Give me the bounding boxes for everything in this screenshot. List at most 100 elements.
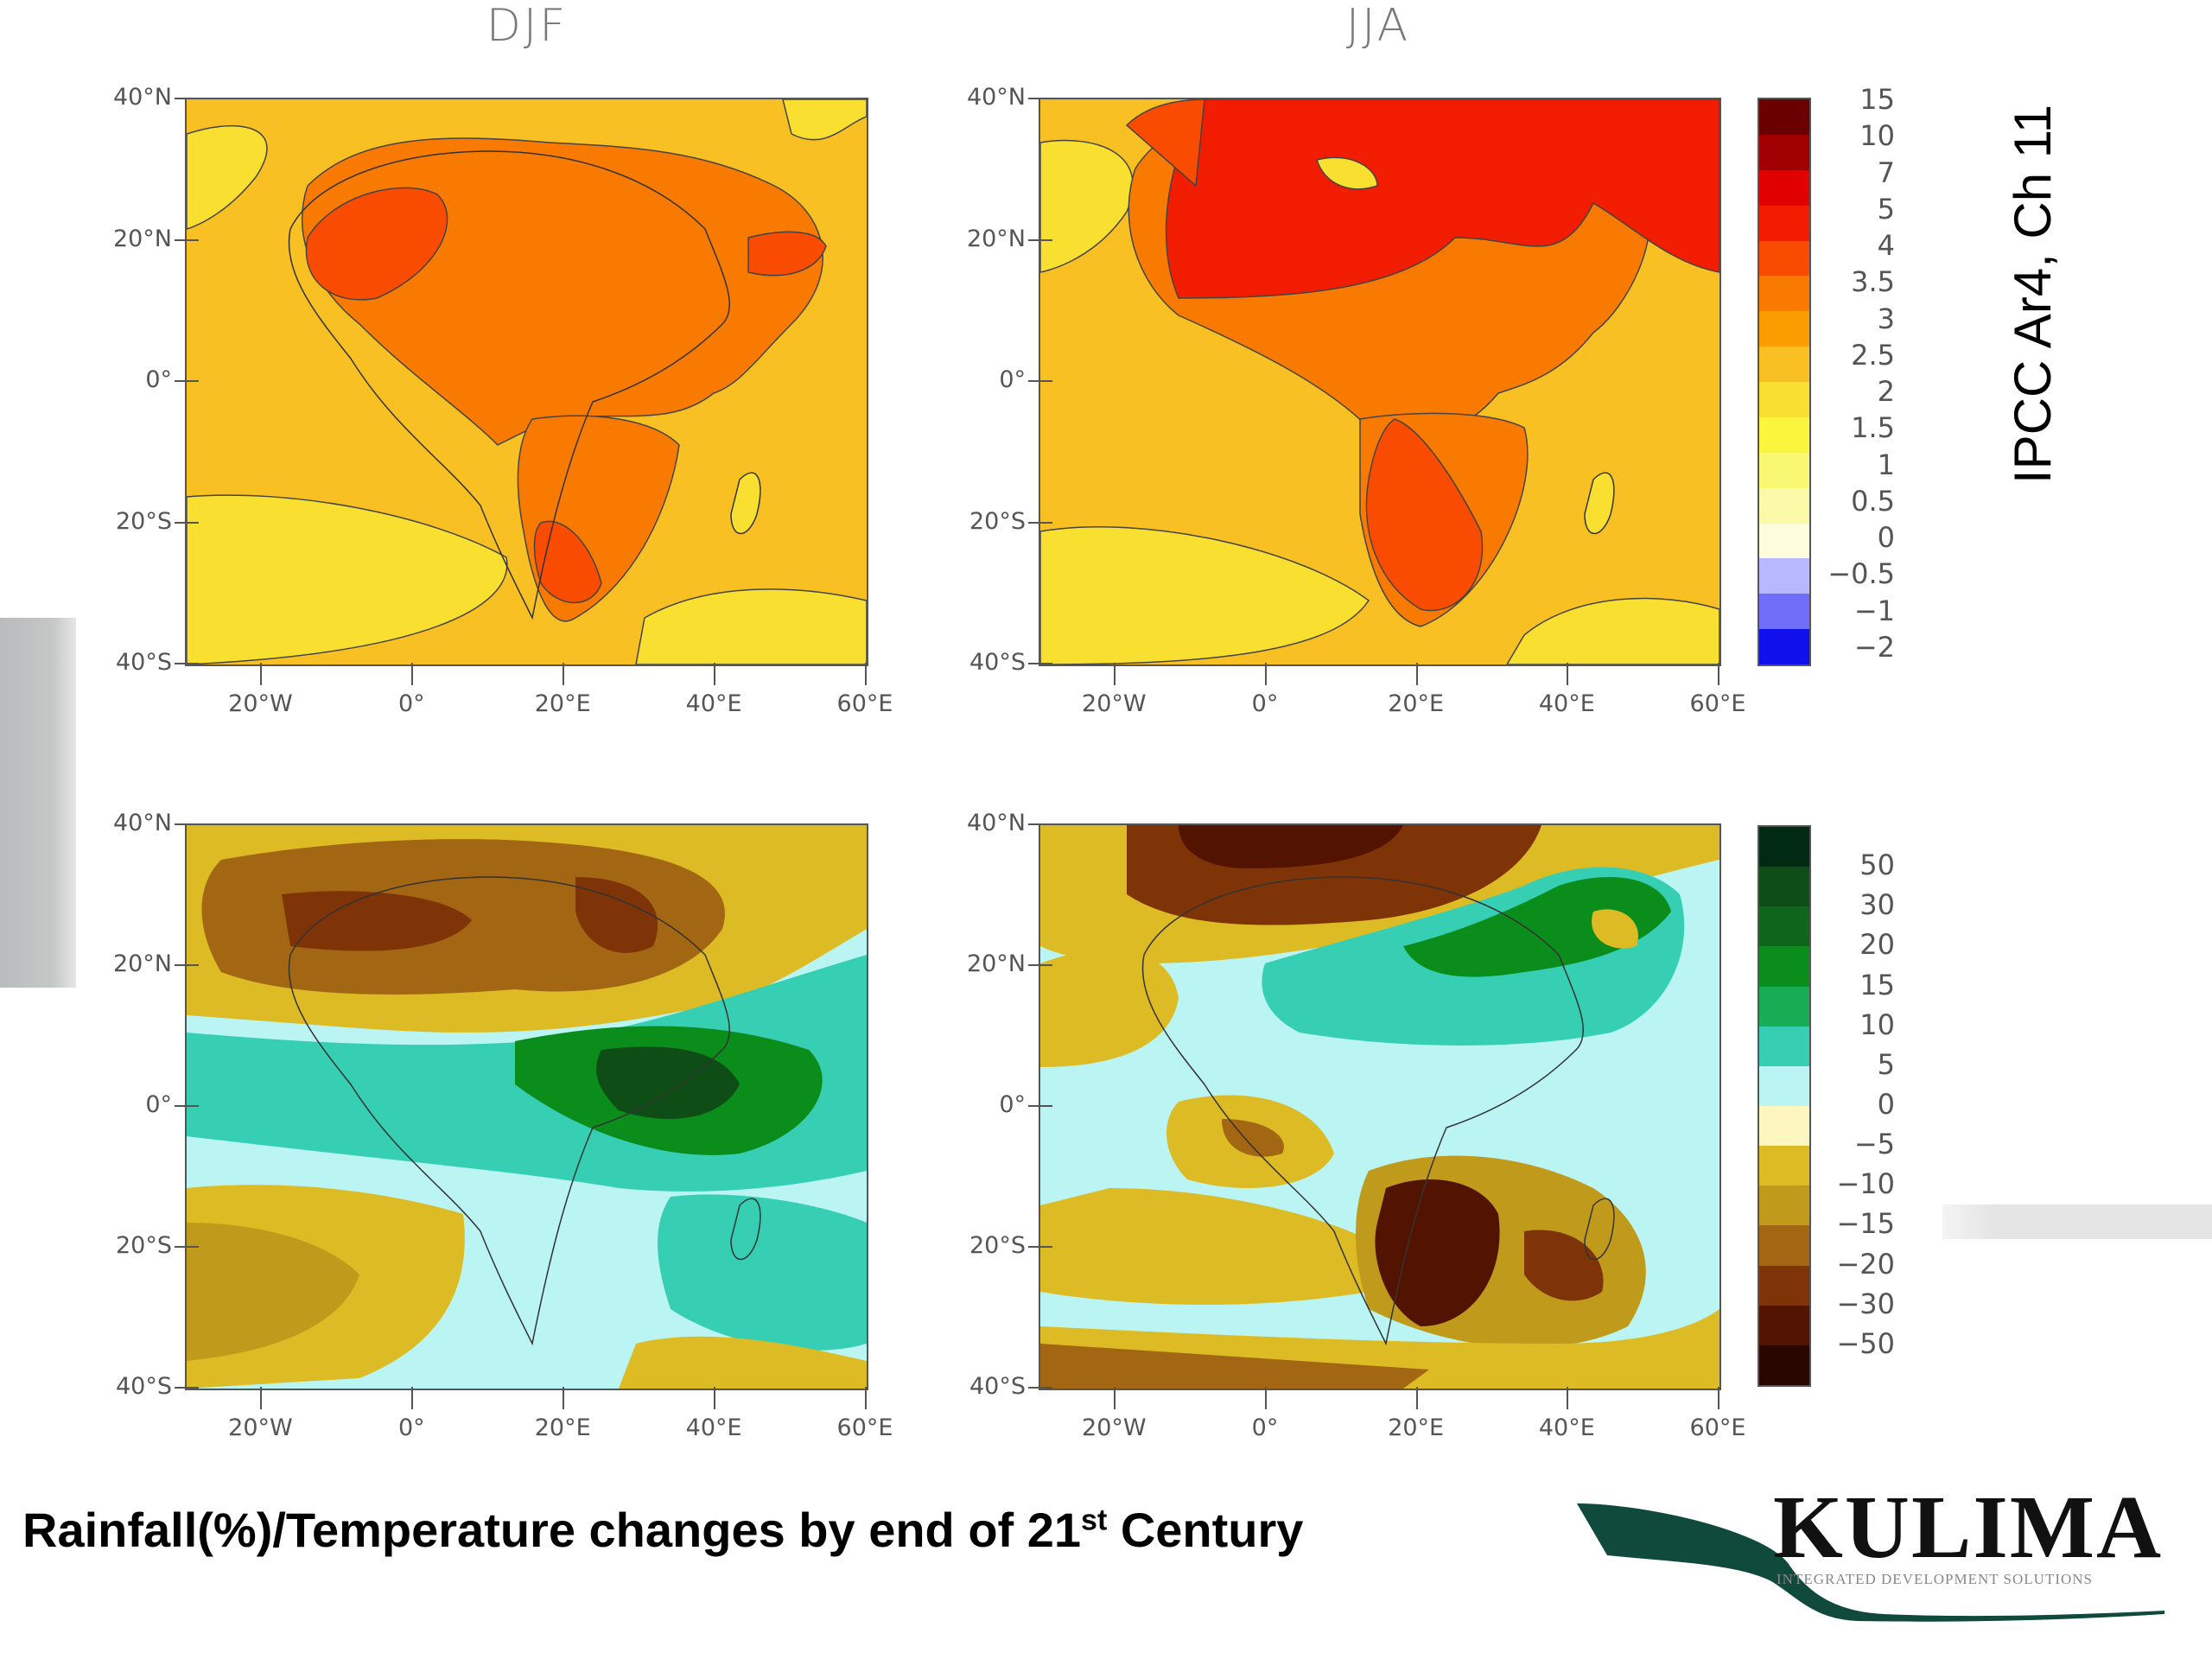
temperature-swatch xyxy=(1759,99,1809,136)
lon-tick-label: 0° xyxy=(397,690,425,717)
rainfall-swatch xyxy=(1759,1146,1809,1187)
lat-tick-mark xyxy=(1028,1246,1052,1248)
rainfall-label: −30 xyxy=(1836,1287,1895,1320)
lon-tick-label: 20°E xyxy=(534,690,591,717)
lat-tick-mark xyxy=(1028,1387,1052,1389)
lon-tick-label: 40°E xyxy=(685,690,742,717)
lat-tick-label: 20°N xyxy=(966,225,1026,252)
temperature-swatch xyxy=(1759,487,1809,524)
rainfall-label: 0 xyxy=(1877,1088,1895,1121)
lat-tick-label: 40°S xyxy=(116,1373,172,1400)
lat-tick-mark xyxy=(1028,1105,1052,1107)
lat-tick-label: 40°N xyxy=(112,810,172,836)
temperature-label: 1 xyxy=(1877,448,1895,481)
lon-tick-mark xyxy=(260,1387,263,1409)
temperature-label: 4 xyxy=(1877,229,1895,263)
rainfall-label: 20 xyxy=(1859,928,1895,962)
lat-tick-mark xyxy=(175,1387,199,1389)
temperature-label: 10 xyxy=(1859,119,1895,153)
rainfall-label: 15 xyxy=(1859,968,1895,1001)
temperature-swatch xyxy=(1759,523,1809,560)
lat-tick-mark xyxy=(175,1105,199,1107)
lat-tick-label: 0° xyxy=(145,1091,172,1118)
rainfall-label: 50 xyxy=(1859,849,1895,882)
temperature-label: 7 xyxy=(1877,156,1895,189)
lon-tick-label: 60°E xyxy=(836,1414,893,1441)
map-djf-temperature xyxy=(185,98,868,666)
lat-tick-label: 20°N xyxy=(112,225,172,252)
temperature-swatch xyxy=(1759,240,1809,277)
rainfall-swatch xyxy=(1759,1344,1809,1385)
temperature-label: 1.5 xyxy=(1851,411,1895,445)
map-jja-temperature xyxy=(1039,98,1721,666)
lat-tick-mark xyxy=(1028,964,1052,966)
lat-tick-mark xyxy=(1028,521,1052,524)
lon-tick-mark xyxy=(714,663,716,685)
lon-tick-label: 20°W xyxy=(1082,690,1147,717)
lat-tick-label: 20°N xyxy=(966,950,1026,977)
footer-main: Rainfall(%)/Temperature changes by end o… xyxy=(22,1503,1082,1557)
lon-tick-label: 60°E xyxy=(836,690,893,717)
temperature-label: 3 xyxy=(1877,302,1895,335)
lon-tick-mark xyxy=(1114,663,1116,685)
temperature-swatch xyxy=(1759,205,1809,242)
lon-tick-label: 0° xyxy=(397,1414,425,1441)
rainfall-swatch xyxy=(1759,986,1809,1027)
rainfall-swatch xyxy=(1759,1065,1809,1107)
temperature-label: 0 xyxy=(1877,521,1895,555)
lat-tick-mark xyxy=(175,964,199,966)
footer-sup: st xyxy=(1081,1503,1108,1537)
lat-tick-label: 20°S xyxy=(969,507,1026,535)
rainfall-label: −5 xyxy=(1853,1128,1895,1161)
lat-tick-label: 0° xyxy=(999,1091,1026,1118)
lon-tick-mark xyxy=(1567,663,1569,685)
lat-tick-mark xyxy=(175,238,199,241)
lat-tick-label: 40°N xyxy=(966,84,1026,111)
rainfall-label: −50 xyxy=(1836,1326,1895,1360)
lat-tick-label: 20°N xyxy=(112,950,172,977)
temperature-label: 15 xyxy=(1859,83,1895,116)
logo-name: KULIMA xyxy=(1773,1478,2164,1577)
lon-tick-mark xyxy=(1567,1387,1569,1409)
season-title-jja: JJA xyxy=(1345,0,1411,52)
temperature-label: 5 xyxy=(1877,192,1895,226)
lon-tick-label: 40°E xyxy=(1538,690,1595,717)
rainfall-swatch xyxy=(1759,1026,1809,1067)
rainfall-swatch xyxy=(1759,827,1809,868)
temperature-swatch xyxy=(1759,594,1809,631)
temperature-swatch xyxy=(1759,169,1809,207)
temperature-swatch xyxy=(1759,382,1809,418)
lat-tick-mark xyxy=(175,1246,199,1248)
lon-tick-mark xyxy=(1114,1387,1116,1409)
temperature-colorbar xyxy=(1758,98,1811,666)
footer-caption: Rainfall(%)/Temperature changes by end o… xyxy=(22,1502,1303,1558)
temperature-swatch xyxy=(1759,452,1809,489)
lon-tick-label: 40°E xyxy=(685,1414,742,1441)
temperature-swatch xyxy=(1759,311,1809,348)
lon-tick-label: 20°W xyxy=(228,690,293,717)
rainfall-swatch xyxy=(1759,1225,1809,1267)
lon-tick-mark xyxy=(411,1387,414,1409)
temperature-label: 0.5 xyxy=(1851,484,1895,518)
lon-tick-mark xyxy=(411,663,414,685)
lon-tick-mark xyxy=(1718,663,1719,685)
lon-tick-mark xyxy=(1718,1387,1719,1409)
lon-tick-label: 60°E xyxy=(1689,690,1746,717)
temperature-label: 2 xyxy=(1877,375,1895,409)
map-djf-rainfall xyxy=(185,823,868,1390)
rainfall-label: −15 xyxy=(1836,1207,1895,1241)
rainfall-colorbar xyxy=(1758,825,1811,1387)
right-edge-artifact xyxy=(1942,1205,2212,1239)
left-edge-artifact xyxy=(0,618,76,988)
lon-tick-label: 20°W xyxy=(1082,1414,1147,1441)
lon-tick-mark xyxy=(563,663,565,685)
lat-tick-mark xyxy=(1028,823,1052,825)
lat-tick-mark xyxy=(1028,663,1052,664)
lat-tick-label: 40°N xyxy=(112,84,172,111)
rainfall-swatch xyxy=(1759,1106,1809,1147)
kulima-logo: KULIMA INTEGRATED DEVELOPMENT SOLUTIONS xyxy=(1573,1469,2177,1624)
temperature-swatch xyxy=(1759,134,1809,171)
lon-tick-label: 20°W xyxy=(228,1414,293,1441)
lat-tick-mark xyxy=(175,521,199,524)
footer-end: Century xyxy=(1107,1503,1304,1557)
